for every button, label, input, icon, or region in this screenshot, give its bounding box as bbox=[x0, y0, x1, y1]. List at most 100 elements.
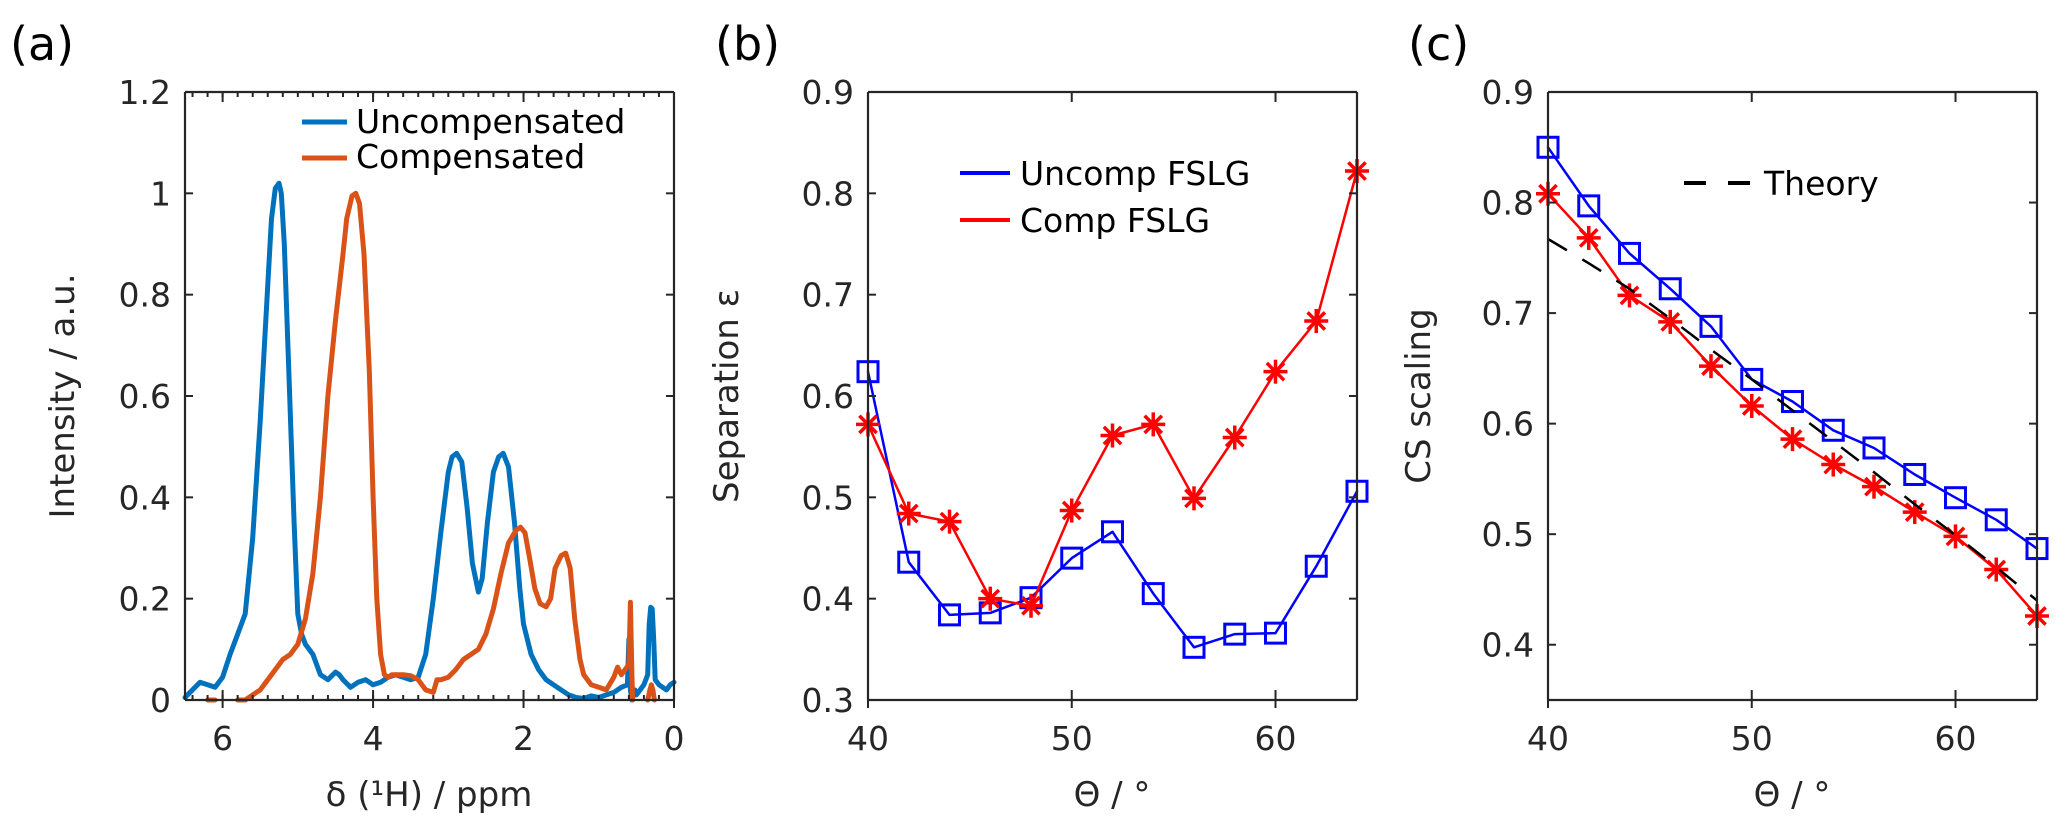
c-y-tick-label: 0.5 bbox=[1482, 515, 1534, 554]
b-point-comp-fslg bbox=[1304, 309, 1329, 334]
asterisk-stroke bbox=[939, 511, 960, 532]
asterisk-stroke bbox=[1986, 559, 2007, 580]
c-point-uncomp-fslg bbox=[1944, 486, 1967, 510]
a-y-tick-label: 0.8 bbox=[119, 276, 171, 315]
b-point-uncomp-fslg bbox=[1264, 621, 1287, 645]
c-point-comp-fslg bbox=[1821, 452, 1846, 477]
panel-a-x-axis-label: δ (¹H) / ppm bbox=[326, 775, 533, 815]
c-point-uncomp-fslg bbox=[1577, 194, 1601, 218]
asterisk-stroke bbox=[1306, 311, 1327, 331]
a-y-tick-label: 0.4 bbox=[119, 478, 171, 517]
b-point-comp-fslg bbox=[1100, 423, 1125, 448]
b-point-comp-fslg bbox=[1263, 359, 1288, 384]
c-point-uncomp-fslg bbox=[1740, 367, 1764, 391]
b-point-comp-fslg bbox=[1019, 593, 1043, 618]
c-point-comp-fslg bbox=[1943, 524, 1968, 549]
asterisk-stroke bbox=[1945, 526, 1966, 547]
panel-a-legend: Uncompensated Compensated bbox=[302, 102, 625, 176]
b-y-tick-label: 0.6 bbox=[802, 377, 854, 416]
b-point-comp-fslg bbox=[937, 509, 962, 534]
asterisk-stroke bbox=[1823, 454, 1844, 475]
panel-b-legend: Uncomp FSLG Comp FSLG bbox=[960, 154, 1250, 240]
a-y-tick-label: 1 bbox=[150, 174, 171, 213]
asterisk-stroke bbox=[898, 503, 919, 524]
b-point-uncomp-fslg bbox=[1182, 635, 1206, 659]
c-point-uncomp-fslg bbox=[1658, 277, 1682, 301]
a-x-tick-label: 6 bbox=[212, 719, 233, 758]
c-y-tick-label: 0.8 bbox=[1482, 184, 1534, 223]
panel-a-y-axis-label: Intensity / a.u. bbox=[43, 273, 83, 518]
b-point-comp-fslg bbox=[1182, 486, 1206, 511]
a-x-tick-label: 4 bbox=[363, 719, 384, 758]
legend-label-comp-fslg: Comp FSLG bbox=[1020, 201, 1210, 240]
b-x-tick-label: 40 bbox=[847, 719, 889, 758]
c-point-comp-fslg bbox=[1658, 309, 1683, 334]
panel-a-axes: 0 0.2 0.4 0.6 0.8 1 1.2 6 4 2 0 bbox=[119, 73, 685, 758]
panel-c-series bbox=[1536, 135, 2049, 628]
c-point-comp-fslg bbox=[1780, 427, 1805, 452]
asterisk-stroke bbox=[1864, 476, 1884, 497]
c-point-uncomp-fslg bbox=[1903, 462, 1927, 486]
c-series-line-uncomp-fslg bbox=[1546, 146, 2039, 550]
panel-c-axes: 0.4 0.5 0.6 0.7 0.8 0.9 40 50 60 bbox=[1482, 73, 2039, 758]
asterisk-stroke bbox=[1741, 396, 1762, 416]
a-x-tick-label: 0 bbox=[664, 719, 685, 758]
c-point-comp-fslg bbox=[1984, 557, 2009, 582]
c-point-comp-fslg bbox=[1699, 354, 1723, 379]
asterisk-stroke bbox=[1619, 285, 1640, 306]
panel-b-separation: (b) 0.3 0.4 0.5 0.6 0.7 0.8 0.9 40 50 60 Θ / ° Se… bbox=[707, 17, 1369, 815]
b-y-tick-label: 0.8 bbox=[802, 174, 854, 213]
b-y-tick-label: 0.3 bbox=[802, 681, 854, 720]
a-y-tick-label: 0.6 bbox=[119, 377, 171, 416]
b-point-uncomp-fslg bbox=[1060, 546, 1084, 570]
panel-b-axes: 0.3 0.4 0.5 0.6 0.7 0.8 0.9 40 50 60 bbox=[802, 73, 1359, 758]
asterisk-stroke bbox=[1021, 595, 1041, 616]
c-point-comp-fslg bbox=[1576, 225, 1601, 250]
c-point-comp-fslg bbox=[1862, 474, 1886, 499]
panel-c-label: (c) bbox=[1408, 17, 1469, 71]
c-point-uncomp-fslg bbox=[1862, 436, 1886, 460]
b-y-tick-label: 0.5 bbox=[802, 478, 854, 517]
b-point-uncomp-fslg bbox=[938, 603, 961, 627]
b-point-comp-fslg bbox=[1059, 498, 1084, 523]
c-point-uncomp-fslg bbox=[1821, 418, 1845, 442]
b-point-uncomp-fslg bbox=[1304, 554, 1328, 578]
b-point-comp-fslg bbox=[896, 501, 921, 526]
a-y-tick-label: 0 bbox=[150, 681, 171, 720]
c-y-tick-label: 0.4 bbox=[1482, 626, 1534, 665]
legend-label-compensated: Compensated bbox=[356, 137, 585, 176]
b-x-tick-label: 50 bbox=[1051, 719, 1093, 758]
c-x-tick-label: 40 bbox=[1527, 719, 1569, 758]
asterisk-stroke bbox=[980, 588, 1001, 609]
asterisk-stroke bbox=[1143, 414, 1164, 435]
c-series-line-comp-fslg bbox=[1546, 192, 2039, 618]
asterisk-stroke bbox=[1224, 427, 1245, 448]
c-y-tick-label: 0.9 bbox=[1482, 73, 1534, 112]
legend-label-theory: Theory bbox=[1763, 164, 1879, 203]
panel-a-series bbox=[182, 180, 677, 703]
panel-a-spectrum: (a) 0 0.2 0.4 0.6 0.8 1 1.2 6 4 2 0 δ (¹H) / ppm I… bbox=[10, 17, 685, 815]
b-point-comp-fslg bbox=[1222, 425, 1247, 450]
asterisk-stroke bbox=[1265, 361, 1286, 382]
c-x-tick-label: 50 bbox=[1731, 719, 1773, 758]
asterisk-stroke bbox=[1660, 312, 1681, 332]
asterisk-stroke bbox=[1184, 488, 1204, 509]
panel-c-cs-scaling: (c) 0.4 0.5 0.6 0.7 0.8 0.9 40 50 60 Θ / ° CS sc… bbox=[1399, 17, 2049, 815]
panel-b-y-axis-label: Separation ε bbox=[707, 289, 747, 503]
b-y-tick-label: 0.4 bbox=[802, 580, 854, 619]
b-point-comp-fslg bbox=[1141, 412, 1166, 437]
asterisk-stroke bbox=[1904, 502, 1925, 522]
c-x-tick-label: 60 bbox=[1935, 719, 1977, 758]
asterisk-stroke bbox=[1782, 429, 1803, 449]
c-point-uncomp-fslg bbox=[1699, 314, 1723, 338]
a-x-tick-label: 2 bbox=[513, 719, 534, 758]
c-y-tick-label: 0.6 bbox=[1482, 405, 1534, 444]
asterisk-stroke bbox=[1701, 356, 1721, 377]
a-series-line-uncompensated bbox=[182, 180, 677, 703]
panel-c-legend: Theory bbox=[1684, 164, 1879, 203]
legend-label-uncompensated: Uncompensated bbox=[356, 102, 625, 141]
panel-c-y-axis-label: CS scaling bbox=[1399, 308, 1439, 483]
a-y-tick-label: 1.2 bbox=[119, 73, 171, 112]
c-point-comp-fslg bbox=[1617, 283, 1642, 308]
b-x-tick-label: 60 bbox=[1255, 719, 1297, 758]
